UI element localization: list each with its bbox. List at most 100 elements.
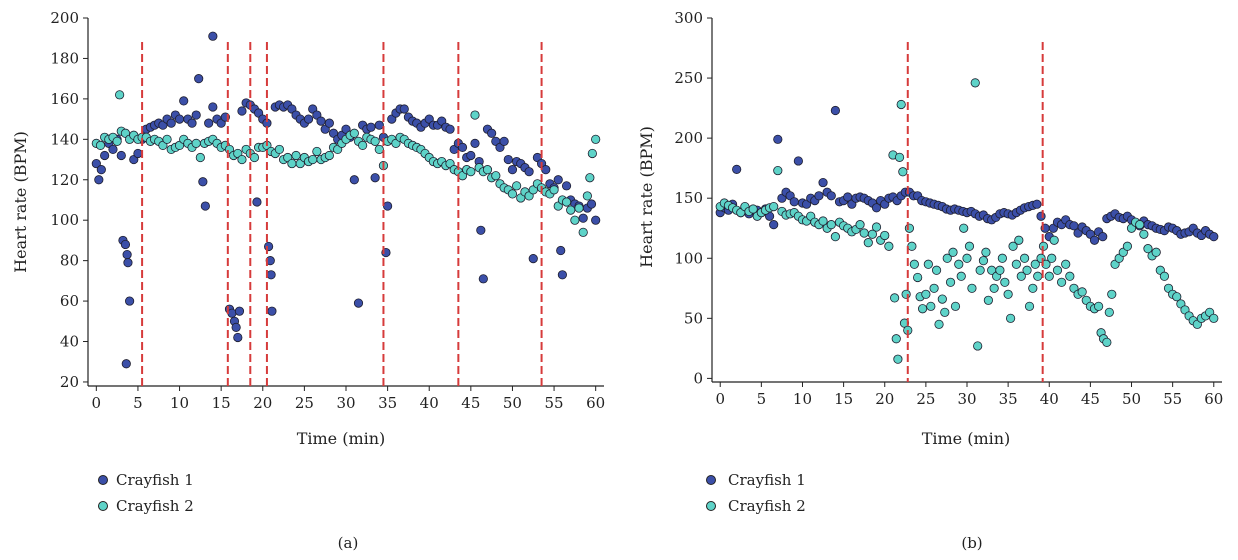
chart-a-xtick-label: 55 <box>545 394 564 412</box>
chart-b-point-series-1 <box>826 191 836 201</box>
chart-a-ytick-label: 120 <box>50 171 79 189</box>
chart-a-legend-marker-crayfish-2 <box>98 501 108 511</box>
chart-b-point-series-2 <box>894 152 905 162</box>
chart-b-point-series-1 <box>871 203 882 213</box>
chart-a-point-series-2 <box>274 144 285 155</box>
chart-a-point-series-2 <box>370 136 380 146</box>
chart-b-point-series-1 <box>1098 232 1108 242</box>
chart-a-point-series-1 <box>231 322 241 332</box>
chart-b-point-series-1 <box>814 191 824 201</box>
chart-a-point-series-1 <box>108 144 118 155</box>
chart-b-legend: Crayfish 1 Crayfish 2 <box>706 471 806 515</box>
chart-a-point-series-2 <box>512 181 522 191</box>
chart-b-point-series-2 <box>1028 283 1038 293</box>
chart-b-point-series-2 <box>1049 235 1059 245</box>
chart-a-legend-label-crayfish-2: Crayfish 2 <box>116 497 194 515</box>
chart-b-point-series-2 <box>904 223 915 233</box>
chart-b-point-series-2 <box>945 277 956 287</box>
chart-b-point-series-2 <box>890 293 900 303</box>
chart-b-point-series-2 <box>1122 241 1133 251</box>
chart-a-point-series-1 <box>96 165 106 175</box>
chart-b-point-series-2 <box>1008 241 1018 251</box>
chart-a-ytick-label: 20 <box>60 373 79 391</box>
chart-b-point-series-2 <box>1135 220 1145 230</box>
chart-a-point-series-1 <box>557 270 567 280</box>
chart-b-point-series-2 <box>1047 253 1057 263</box>
chart-b-point-series-2 <box>898 167 908 177</box>
chart-b-point-series-2 <box>901 289 911 299</box>
chart-b-point-series-2 <box>773 165 783 176</box>
chart-a-point-series-1 <box>524 167 534 177</box>
chart-a-point-series-2 <box>195 152 205 163</box>
chart-b-point-series-2 <box>929 283 939 293</box>
chart-b-point-series-2 <box>921 289 931 299</box>
chart-a-point-series-2 <box>587 148 597 159</box>
chart-b-xtick-label: 55 <box>1163 390 1182 408</box>
chart-a-point-series-2 <box>582 191 592 201</box>
chart-b-point-series-1 <box>732 164 742 174</box>
chart-a-point-series-2 <box>491 171 501 181</box>
chart-a-point-series-1 <box>487 128 497 138</box>
chart-a-point-series-1 <box>366 122 376 132</box>
chart-a-legend-marker-crayfish-1 <box>98 475 108 485</box>
chart-b-point-series-2 <box>1030 259 1040 269</box>
chart-b-point-series-2 <box>855 220 865 230</box>
chart-a-ytick-label: 200 <box>50 9 79 27</box>
chart-a-point-series-1 <box>349 175 359 185</box>
chart-b-point-series-2 <box>973 341 983 351</box>
chart-a-xtick-label: 10 <box>170 394 189 412</box>
chart-a-point-series-2 <box>374 144 384 155</box>
chart-a-point-series-1 <box>179 96 189 106</box>
chart-a-point-series-2 <box>591 134 601 144</box>
chart-b-point-series-2 <box>934 319 944 329</box>
chart-a-ytick-label: 100 <box>50 211 79 229</box>
chart-b-point-series-1 <box>793 156 803 166</box>
chart-a-xtick-label: 25 <box>295 394 314 412</box>
chart-a-point-series-2 <box>561 197 572 207</box>
chart-a-point-series-1 <box>234 306 245 316</box>
chart-a-point-series-1 <box>116 150 126 161</box>
chart-a-point-series-1 <box>370 173 380 183</box>
chart-b-xtick-label: 15 <box>834 390 853 408</box>
chart-b-point-series-2 <box>956 271 966 281</box>
chart-a-point-series-1 <box>252 197 262 207</box>
chart-b-xtick-label: 30 <box>957 390 976 408</box>
chart-a-point-series-2 <box>549 185 559 195</box>
chart-b-point-series-2 <box>1003 289 1013 299</box>
chart-a-point-series-1 <box>191 110 201 120</box>
chart-b-point-series-2 <box>884 241 894 251</box>
chart-a-point-series-1 <box>478 274 488 284</box>
chart-b-point-series-2 <box>1107 289 1117 299</box>
chart-b-point-series-2 <box>909 259 919 269</box>
chart-a-point-series-1 <box>198 177 208 187</box>
chart-b-point-series-2 <box>940 307 950 317</box>
chart-b-ytick-label: 200 <box>674 129 703 147</box>
chart-a-point-series-2 <box>507 189 518 199</box>
chart-a-point-series-2 <box>312 146 322 157</box>
chart-b-point-series-2 <box>1172 292 1182 302</box>
chart-panel-b: 0 50 100 150 200 250 300 0 5 10 15 20 25 30 35 40 45 50 55… <box>637 9 1223 552</box>
chart-a-caption: (a) <box>338 534 359 552</box>
chart-a-point-series-2 <box>358 140 368 150</box>
chart-b-point-series-2 <box>926 301 936 311</box>
chart-b-point-series-2 <box>896 99 906 110</box>
chart-a-xtick-label: 5 <box>133 394 143 412</box>
chart-a-point-series-1 <box>476 225 486 235</box>
chart-b-point-series-2 <box>863 238 873 248</box>
chart-a-point-series-1 <box>125 296 135 306</box>
chart-b-point-series-2 <box>942 253 952 263</box>
chart-b-point-series-2 <box>1104 307 1114 317</box>
chart-a-point-series-2 <box>191 138 201 148</box>
chart-b-plot-area: 0 50 100 150 200 250 300 0 5 10 15 20 25 30 35 40 45 50 55… <box>674 9 1223 408</box>
chart-a-point-series-1 <box>445 124 455 134</box>
chart-a-point-series-1 <box>227 308 237 318</box>
chart-a-point-series-1 <box>266 270 276 280</box>
chart-a-xtick-label: 60 <box>586 394 605 412</box>
chart-b-point-series-1 <box>773 134 783 144</box>
chart-b-point-series-2 <box>1033 271 1043 281</box>
chart-b-point-series-2 <box>880 230 890 241</box>
chart-a-point-series-2 <box>482 165 493 175</box>
chart-b-point-series-2 <box>867 229 878 239</box>
chart-a-point-series-2 <box>578 227 588 237</box>
